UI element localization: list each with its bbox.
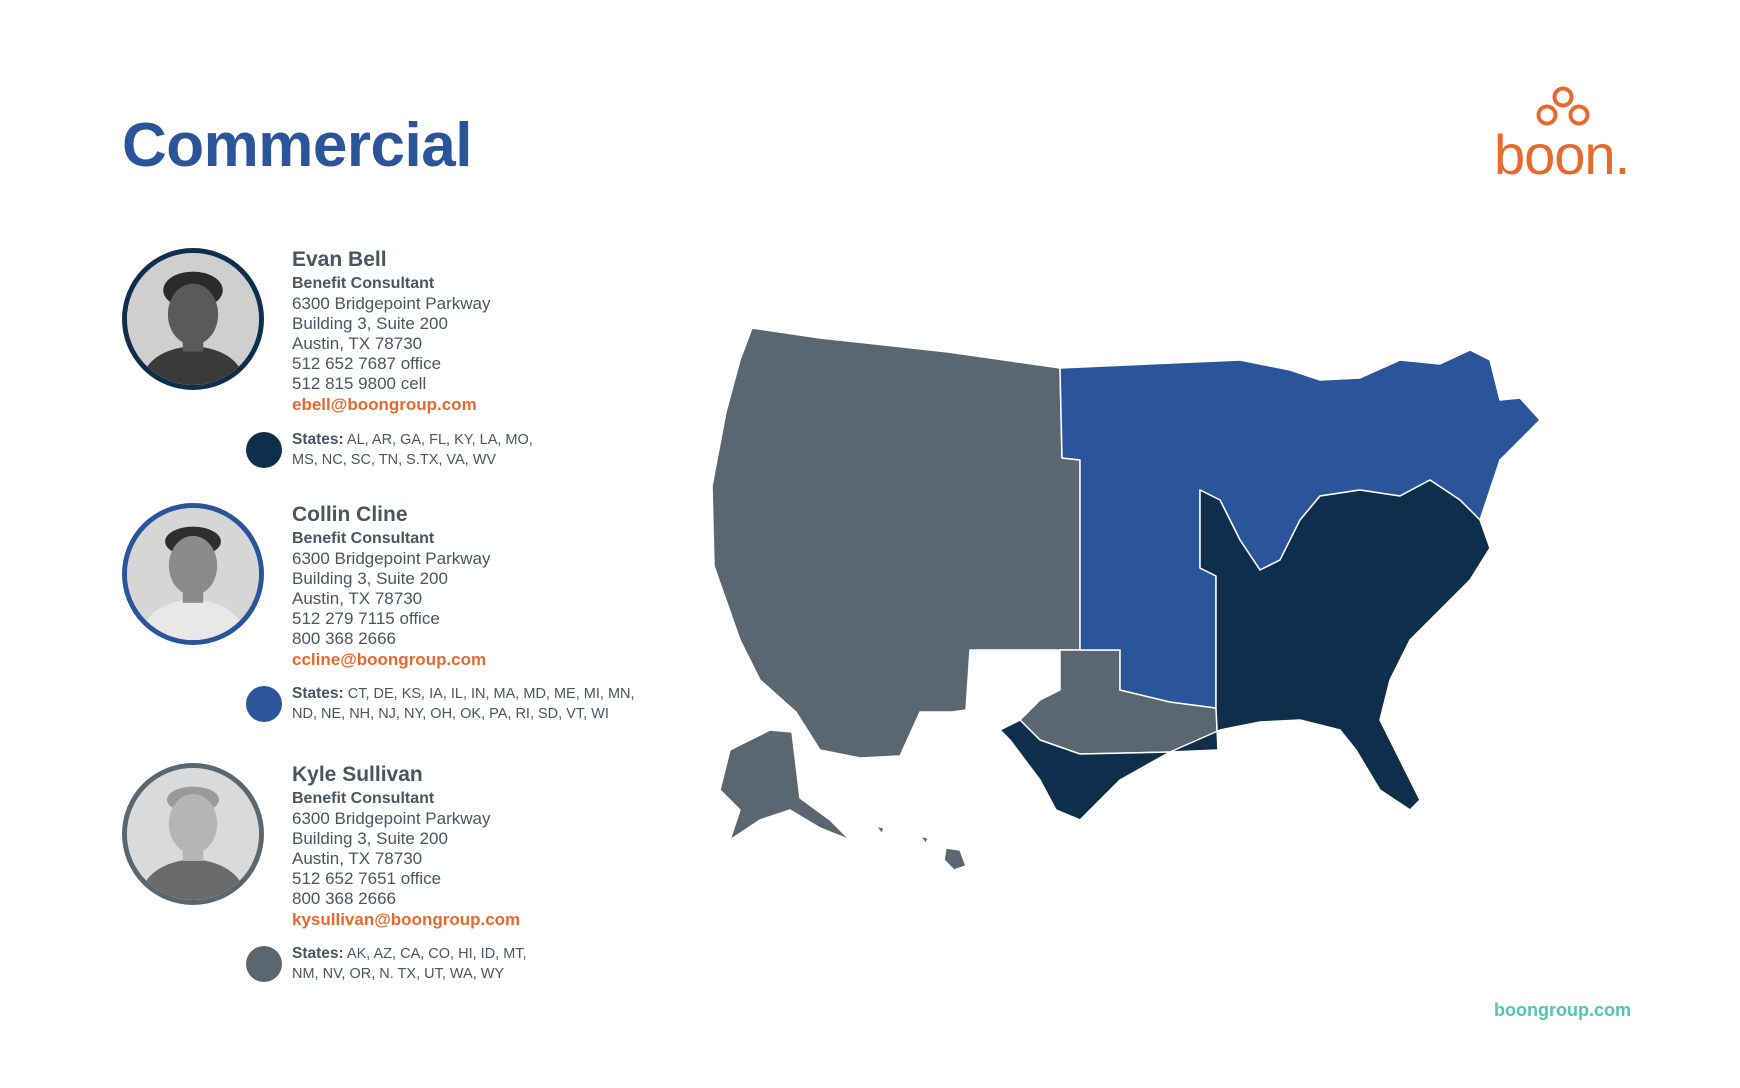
consultant-card-evan-bell: Evan Bell Benefit Consultant 6300 Bridge… (122, 248, 682, 488)
states-line-2: NM, NV, OR, N. TX, UT, WA, WY (292, 966, 505, 982)
person-photo-icon (127, 253, 259, 385)
person-photo-icon (127, 768, 259, 900)
consultant-role: Benefit Consultant (292, 530, 435, 547)
phone-secondary: 800 368 2666 (292, 889, 396, 908)
email-link[interactable]: ebell@boongroup.com (292, 395, 477, 414)
us-territory-map (711, 327, 1541, 871)
phone-office: 512 279 7115 office (292, 609, 440, 628)
phone-secondary: 512 815 9800 cell (292, 374, 427, 393)
consultant-role: Benefit Consultant (292, 790, 435, 807)
consultant-info: Kyle Sullivan Benefit Consultant 6300 Br… (292, 763, 692, 931)
states-line-1: AL, AR, GA, FL, KY, LA, MO, (343, 432, 533, 448)
region-color-dot (246, 686, 282, 722)
consultant-info: Collin Cline Benefit Consultant 6300 Bri… (292, 503, 692, 671)
phone-office: 512 652 7687 office (292, 354, 442, 373)
region-color-dot (246, 432, 282, 468)
states-label: States: (292, 945, 344, 962)
address-line-1: 6300 Bridgepoint Parkway (292, 809, 491, 828)
boon-logo: boon. (1494, 86, 1644, 186)
states-line-1: AK, AZ, CA, CO, HI, ID, MT, (343, 946, 527, 962)
address-city: Austin, TX 78730 (292, 334, 423, 353)
address-city: Austin, TX 78730 (292, 849, 423, 868)
consultant-role: Benefit Consultant (292, 275, 435, 292)
address-city: Austin, TX 78730 (292, 589, 423, 608)
map-region-southeast (999, 479, 1491, 821)
consultant-card-collin-cline: Collin Cline Benefit Consultant 6300 Bri… (122, 503, 682, 743)
avatar (122, 248, 264, 390)
boon-logo-icon (1536, 86, 1590, 126)
avatar (122, 503, 264, 645)
address-line-2: Building 3, Suite 200 (292, 569, 448, 588)
map-region-west (711, 327, 1081, 759)
avatar (122, 763, 264, 905)
address-line-2: Building 3, Suite 200 (292, 829, 448, 848)
logo-wordmark: boon. (1494, 123, 1630, 186)
consultant-name: Evan Bell (292, 248, 387, 271)
phone-office: 512 652 7651 office (292, 869, 442, 888)
states-line-1: CT, DE, KS, IA, IL, IN, MA, MD, ME, MI, … (343, 686, 635, 702)
phone-secondary: 800 368 2666 (292, 629, 396, 648)
email-link[interactable]: kysullivan@boongroup.com (292, 910, 521, 929)
footer-website[interactable]: boongroup.com (1494, 1000, 1631, 1020)
address-line-1: 6300 Bridgepoint Parkway (292, 549, 491, 568)
consultant-name: Kyle Sullivan (292, 763, 423, 786)
states-label: States: (292, 685, 344, 702)
person-photo-icon (127, 508, 259, 640)
map-region-alaska (719, 729, 851, 841)
states-list: States: CT, DE, KS, IA, IL, IN, MA, MD, … (292, 684, 692, 724)
region-color-dot (246, 946, 282, 982)
address-line-1: 6300 Bridgepoint Parkway (292, 294, 491, 313)
states-line-2: ND, NE, NH, NJ, NY, OH, OK, PA, RI, SD, … (292, 706, 609, 722)
consultant-name: Collin Cline (292, 503, 408, 526)
consultant-card-kyle-sullivan: Kyle Sullivan Benefit Consultant 6300 Br… (122, 763, 682, 1003)
states-line-2: MS, NC, SC, TN, S.TX, VA, WV (292, 452, 497, 468)
states-list: States: AL, AR, GA, FL, KY, LA, MO, MS, … (292, 430, 672, 470)
map-region-hawaii (875, 825, 967, 871)
email-link[interactable]: ccline@boongroup.com (292, 650, 487, 669)
address-line-2: Building 3, Suite 200 (292, 314, 448, 333)
page-title: Commercial (122, 111, 472, 180)
states-label: States: (292, 431, 344, 448)
states-list: States: AK, AZ, CA, CO, HI, ID, MT, NM, … (292, 944, 672, 984)
consultant-info: Evan Bell Benefit Consultant 6300 Bridge… (292, 248, 692, 416)
